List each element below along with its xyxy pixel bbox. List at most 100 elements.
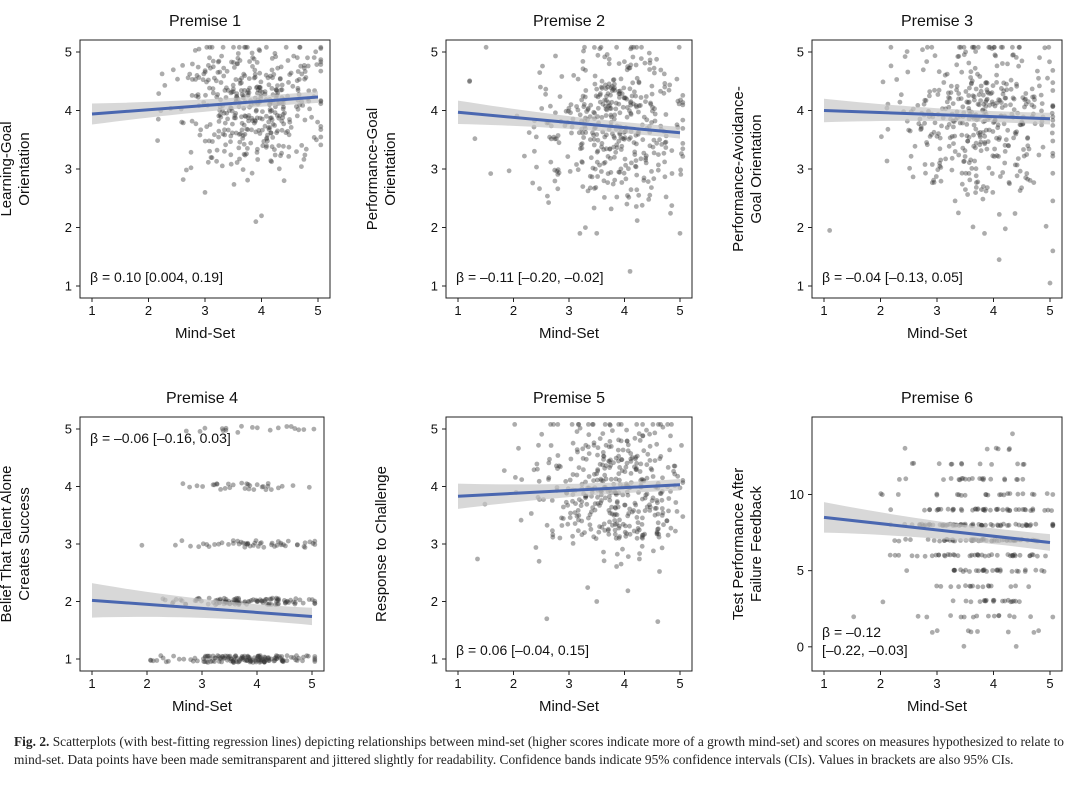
data-point: [595, 445, 601, 451]
data-point: [229, 130, 235, 136]
data-point: [595, 52, 601, 58]
data-point: [579, 159, 585, 165]
data-point: [951, 568, 957, 573]
data-point: [929, 132, 934, 137]
data-point: [216, 541, 222, 547]
data-point: [639, 522, 645, 527]
data-point: [293, 657, 299, 663]
data-point: [985, 139, 991, 145]
data-point: [583, 442, 589, 448]
data-point: [600, 101, 606, 107]
data-point: [268, 73, 273, 79]
data-point: [293, 596, 299, 602]
data-point: [296, 427, 302, 433]
data-point: [556, 140, 562, 146]
data-point: [956, 477, 962, 482]
data-point: [595, 468, 601, 474]
data-point: [904, 568, 910, 573]
data-point: [984, 96, 990, 102]
data-point: [612, 154, 617, 160]
data-point: [976, 568, 981, 574]
data-point: [274, 88, 280, 94]
data-point: [955, 553, 961, 559]
data-point: [597, 436, 603, 441]
data-point: [601, 457, 606, 462]
data-point: [195, 94, 201, 100]
data-point: [616, 91, 622, 97]
data-point: [181, 656, 187, 662]
data-point: [219, 659, 225, 665]
data-point: [267, 596, 273, 602]
data-point: [634, 104, 639, 110]
data-point: [260, 600, 266, 606]
data-point: [943, 156, 948, 162]
data-point: [983, 127, 989, 133]
data-point: [222, 132, 228, 138]
data-point: [254, 482, 260, 488]
data-point: [600, 431, 606, 436]
data-point: [247, 656, 253, 662]
data-point: [975, 101, 981, 107]
data-point: [1017, 44, 1022, 50]
data-point: [952, 567, 958, 573]
data-point: [983, 522, 988, 528]
data-point: [622, 156, 628, 162]
data-point: [1024, 523, 1030, 528]
data-point: [971, 132, 976, 138]
data-point: [680, 117, 686, 123]
data-point: [228, 133, 234, 139]
data-point: [312, 598, 318, 604]
data-point: [923, 170, 928, 176]
data-point: [1039, 108, 1044, 114]
data-point: [617, 517, 622, 523]
data-point: [238, 655, 244, 661]
data-point: [951, 124, 956, 130]
data-point: [975, 552, 981, 558]
data-point: [594, 230, 600, 236]
data-point: [984, 97, 989, 103]
data-point: [980, 130, 986, 135]
data-point: [982, 133, 988, 139]
data-point: [590, 505, 596, 510]
data-point: [249, 170, 255, 176]
data-point: [261, 544, 267, 550]
data-point: [642, 495, 648, 501]
data-point: [625, 448, 631, 454]
x-axis-label: Mind-Set: [172, 698, 233, 715]
data-point: [540, 63, 545, 69]
data-point: [641, 448, 647, 454]
data-point: [532, 148, 537, 154]
confidence-band: [824, 502, 1050, 551]
data-point: [254, 425, 260, 431]
data-point: [1023, 91, 1029, 96]
data-point: [1031, 630, 1037, 635]
data-point: [620, 447, 626, 453]
data-point: [598, 44, 604, 50]
data-point: [1029, 552, 1035, 557]
data-point: [607, 494, 612, 499]
data-point: [981, 101, 987, 107]
data-point: [981, 184, 986, 189]
data-point: [595, 501, 601, 506]
data-point: [273, 595, 279, 601]
data-point: [210, 482, 216, 488]
data-point: [956, 584, 961, 590]
data-point: [483, 44, 489, 50]
data-point: [604, 107, 610, 113]
data-point: [578, 503, 584, 509]
data-point: [284, 658, 290, 664]
data-point: [612, 527, 618, 533]
data-point: [594, 159, 600, 165]
data-point: [665, 422, 670, 427]
data-point: [1050, 150, 1056, 156]
x-tick-label: 3: [198, 676, 205, 691]
data-point: [603, 476, 609, 482]
data-point: [266, 119, 272, 125]
data-point: [929, 44, 935, 50]
data-point: [966, 60, 972, 66]
data-point: [574, 513, 580, 519]
data-point: [237, 77, 243, 83]
data-point: [1024, 171, 1030, 176]
data-point: [977, 142, 983, 148]
